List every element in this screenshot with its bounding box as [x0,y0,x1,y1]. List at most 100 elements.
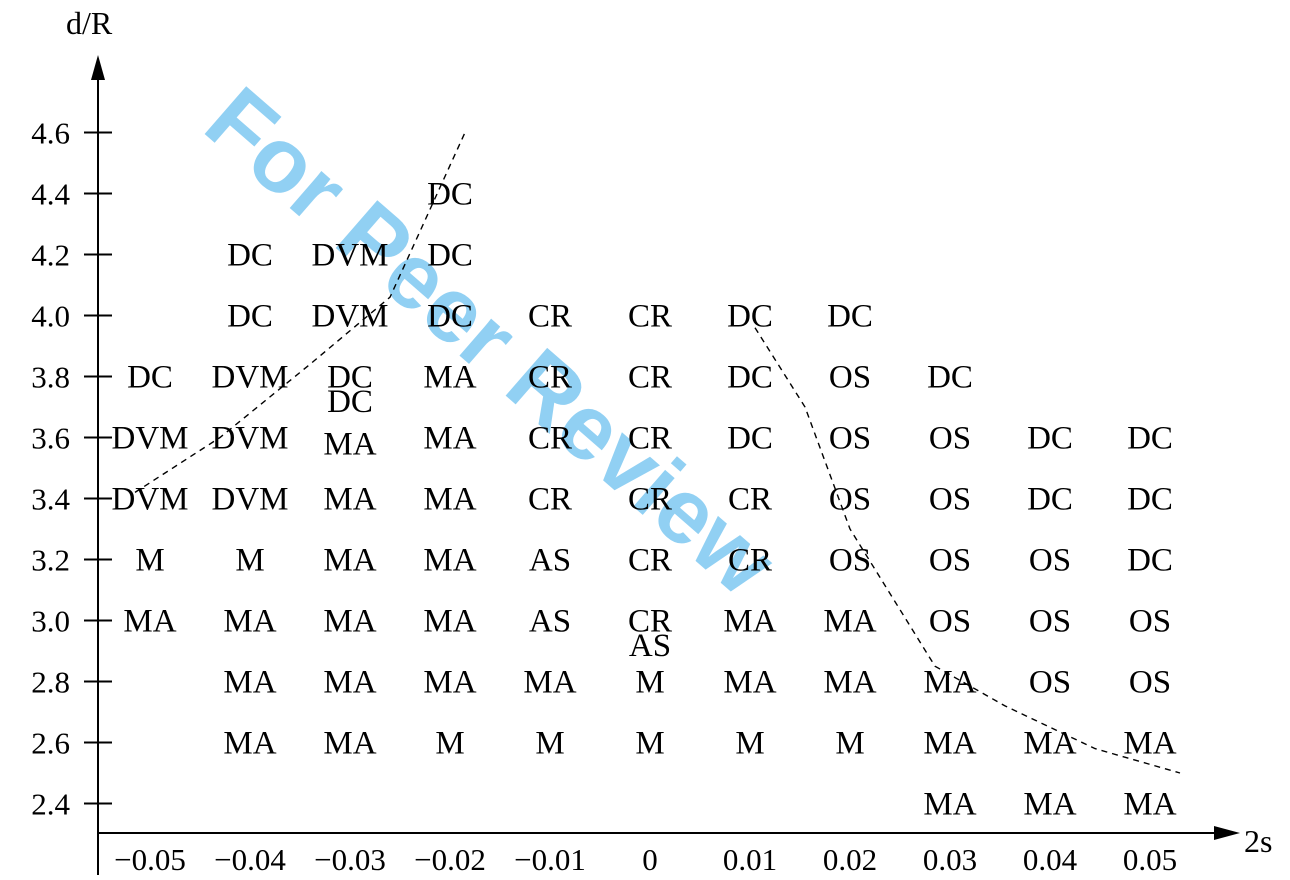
state-label: OS [929,421,971,457]
state-label: CR [728,543,772,579]
state-label: MA [123,604,176,640]
state-label: OS [1029,543,1071,579]
y-tick-label: 3.4 [31,482,70,517]
state-label: MA [823,665,876,701]
state-label: DVM [211,360,288,396]
state-label: AS [629,628,671,664]
state-label: M [635,665,664,701]
state-label: M [535,726,564,762]
x-tick-label: −0.01 [514,842,586,877]
y-tick-label: 4.2 [31,238,70,273]
x-axis-title: 2s [1244,823,1272,859]
state-label: MA [923,665,976,701]
state-label: MA [523,665,576,701]
state-label: MA [723,604,776,640]
state-label: MA [323,604,376,640]
state-label: CR [628,543,672,579]
x-tick-label: 0.01 [723,842,777,877]
state-label: MA [723,665,776,701]
state-label: OS [1129,604,1171,640]
state-label: MA [1023,726,1076,762]
state-label: DC [1027,421,1073,457]
state-label: MA [323,726,376,762]
state-label: CR [628,482,672,518]
state-label: DC [1127,543,1173,579]
state-label: OS [929,543,971,579]
state-label: DC [1027,482,1073,518]
x-tick-label: 0.02 [823,842,877,877]
x-tick-label: −0.04 [214,842,286,877]
state-label: CR [528,360,572,396]
state-label: OS [929,482,971,518]
state-label: DC [827,299,873,335]
y-tick-label: 4.0 [31,299,70,334]
y-axis-title: d/R [66,5,113,41]
state-label: DC [327,360,373,396]
state-label: AS [529,543,571,579]
y-tick-label: 3.6 [31,421,70,456]
state-label: CR [528,421,572,457]
state-label: DVM [111,482,188,518]
state-label: DC [1127,482,1173,518]
state-label: OS [829,360,871,396]
y-axis-arrow [91,55,105,80]
state-label: CR [628,360,672,396]
watermark: For Peer Review [187,68,795,615]
state-label: DVM [211,421,288,457]
state-label: CR [528,299,572,335]
state-label: CR [628,299,672,335]
state-label: MA [823,604,876,640]
data-labels: DCDVMDVMMMADCDCDVMDVMDVMMMAMAMADVMDVMDCD… [111,177,1176,823]
state-label: DC [427,238,473,274]
state-label: OS [829,482,871,518]
state-label: MA [923,726,976,762]
state-label: MA [923,787,976,823]
y-tick-label: 3.0 [31,604,70,639]
state-label: DC [727,360,773,396]
y-tick-label: 4.6 [31,116,70,151]
state-label: DC [727,299,773,335]
state-label: DC [227,238,273,274]
state-label: M [635,726,664,762]
state-label: MA [423,665,476,701]
state-label: DC [127,360,173,396]
y-tick-label: 2.8 [31,665,70,700]
state-label: DC [227,299,273,335]
state-label: MA [423,421,476,457]
state-label: CR [528,482,572,518]
state-label: MA [223,604,276,640]
state-label: M [735,726,764,762]
x-tick-label: −0.03 [314,842,386,877]
state-label: MA [423,604,476,640]
state-label: MA [323,543,376,579]
state-label: OS [1129,665,1171,701]
state-label: MA [223,665,276,701]
state-label: MA [423,543,476,579]
boundary-lines [134,132,1181,774]
state-label: DC [927,360,973,396]
state-label: DC [327,384,373,420]
x-ticks: −0.05 −0.04 −0.03 −0.02 −0.01 0 0.01 0.02 0.03 0.… [114,842,1177,877]
x-tick-label: 0 [642,842,658,877]
state-label: MA [423,360,476,396]
state-label: M [135,543,164,579]
state-label: OS [1029,665,1071,701]
x-tick-label: −0.02 [414,842,486,877]
boundary-line [754,327,1181,774]
state-label: MA [323,665,376,701]
state-label: MA [1123,726,1176,762]
x-axis-arrow [1214,826,1240,840]
state-label: CR [628,604,672,640]
state-label: M [435,726,464,762]
state-label: OS [1029,604,1071,640]
x-tick-label: 0.05 [1123,842,1177,877]
y-tick-label: 4.4 [31,177,70,212]
state-label: DVM [311,299,388,335]
state-label: AS [529,604,571,640]
state-label: MA [323,427,376,463]
boundary-line [134,132,466,493]
y-tick-label: 2.6 [31,726,70,761]
y-tick-label: 2.4 [31,787,70,822]
state-label: MA [223,726,276,762]
